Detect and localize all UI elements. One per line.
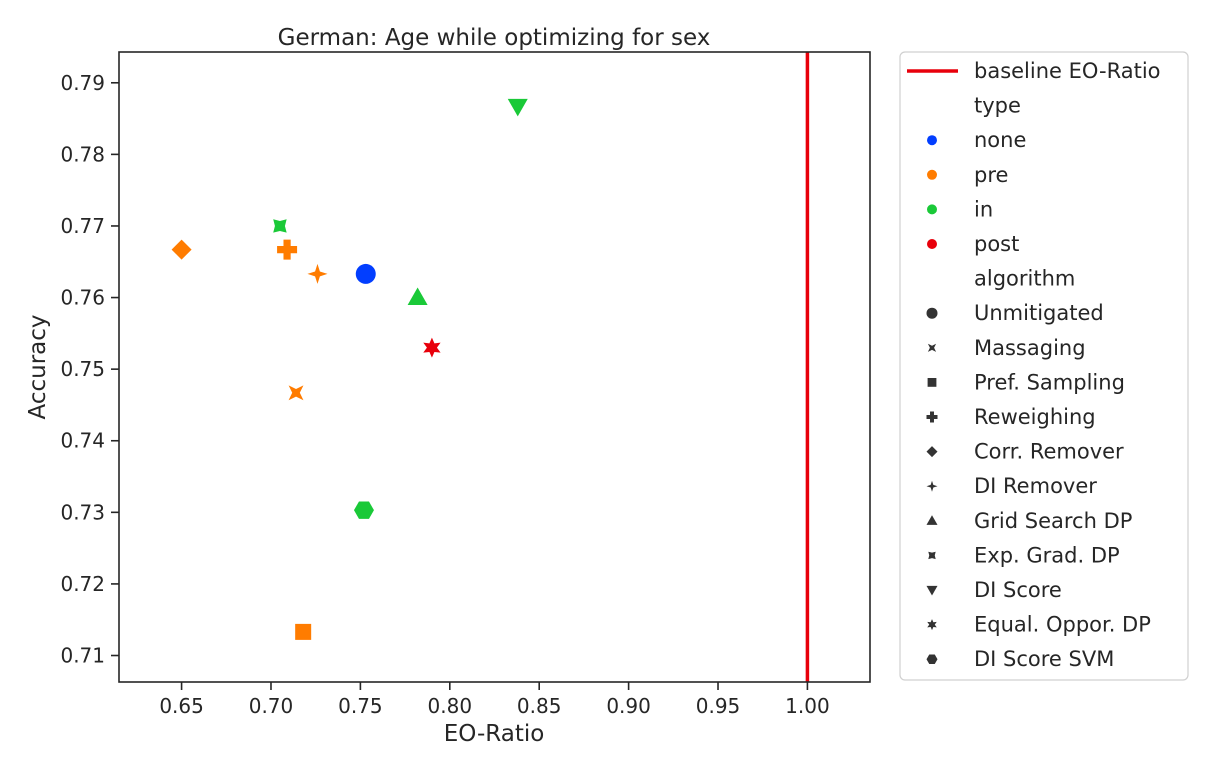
x-tick-label: 0.65 — [159, 694, 204, 718]
legend-label: Pref. Sampling — [974, 370, 1125, 394]
x-tick-label: 0.75 — [338, 694, 383, 718]
legend-algorithm-title: algorithm — [974, 267, 1075, 291]
point-grid-search-dp — [407, 287, 428, 306]
legend-marker — [928, 551, 936, 560]
y-tick-label: 0.77 — [60, 214, 105, 238]
plot-area — [171, 52, 810, 682]
y-tick-label: 0.76 — [60, 286, 105, 310]
x-tick-label: 0.90 — [606, 694, 651, 718]
y-tick-label: 0.79 — [60, 71, 105, 95]
legend-marker — [926, 446, 938, 458]
x-axis-label: EO-Ratio — [444, 721, 545, 747]
legend-marker — [927, 169, 937, 180]
point-pref-sampling — [295, 623, 312, 640]
point-di-score — [507, 98, 528, 117]
legend-marker — [926, 585, 938, 596]
legend-label: none — [974, 128, 1026, 152]
y-axis-label: Accuracy — [25, 314, 51, 419]
legend-marker — [926, 515, 938, 525]
x-axis: 0.65 0.70 0.75 0.80 0.85 0.90 0.95 1.00 — [159, 682, 830, 718]
legend-type-title: type — [974, 94, 1021, 118]
point-unmitigated — [355, 263, 376, 284]
point-reweighing — [277, 239, 298, 260]
x-tick-label: 0.95 — [696, 694, 741, 718]
x-tick-label: 0.85 — [517, 694, 562, 718]
legend-label: in — [974, 197, 993, 221]
legend-frame — [899, 51, 1189, 681]
legend-marker — [927, 343, 937, 352]
legend-label: Exp. Grad. DP — [974, 543, 1120, 567]
legend: baseline EO-Ratio type none pre in post algori… — [899, 51, 1189, 681]
legend-marker — [926, 411, 938, 423]
legend-marker — [926, 654, 938, 664]
legend-marker — [927, 204, 937, 215]
y-tick-label: 0.75 — [60, 357, 105, 381]
point-massaging — [288, 385, 304, 401]
legend-label: Corr. Remover — [974, 440, 1124, 464]
y-tick-label: 0.71 — [60, 644, 105, 668]
legend-marker — [927, 378, 937, 387]
x-tick-label: 0.80 — [428, 694, 473, 718]
legend-label: baseline EO-Ratio — [974, 59, 1161, 83]
legend-marker — [927, 239, 937, 249]
legend-label: Equal. Oppor. DP — [974, 613, 1151, 637]
legend-marker — [926, 307, 938, 319]
legend-label: Massaging — [974, 336, 1086, 360]
point-corr-remover — [171, 239, 192, 260]
legend-label: Reweighing — [974, 405, 1096, 429]
legend-label: pre — [974, 163, 1008, 187]
legend-label: post — [974, 232, 1019, 256]
x-tick-label: 1.00 — [785, 694, 830, 718]
legend-label: DI Score SVM — [974, 647, 1114, 671]
legend-label: DI Remover — [974, 474, 1097, 498]
y-tick-label: 0.74 — [60, 429, 105, 453]
chart-title: German: Age while optimizing for sex — [278, 25, 711, 51]
legend-marker — [927, 135, 937, 146]
x-tick-label: 0.70 — [249, 694, 294, 718]
legend-label: Grid Search DP — [974, 509, 1132, 533]
point-di-remover — [307, 263, 328, 284]
legend-marker — [926, 480, 938, 492]
point-equal-oppor-dp — [423, 337, 441, 358]
y-tick-label: 0.78 — [60, 142, 105, 166]
point-exp-grad-dp — [273, 219, 287, 233]
legend-label: Unmitigated — [974, 301, 1104, 325]
y-axis: 0.71 0.72 0.73 0.74 0.75 0.76 0.77 0.78 0.79 — [60, 71, 119, 668]
plot-frame — [118, 51, 871, 683]
legend-label: DI Score — [974, 578, 1062, 602]
y-tick-label: 0.73 — [60, 500, 105, 524]
y-tick-label: 0.72 — [60, 572, 105, 596]
point-di-score-svm — [353, 501, 374, 519]
legend-marker — [927, 619, 937, 631]
